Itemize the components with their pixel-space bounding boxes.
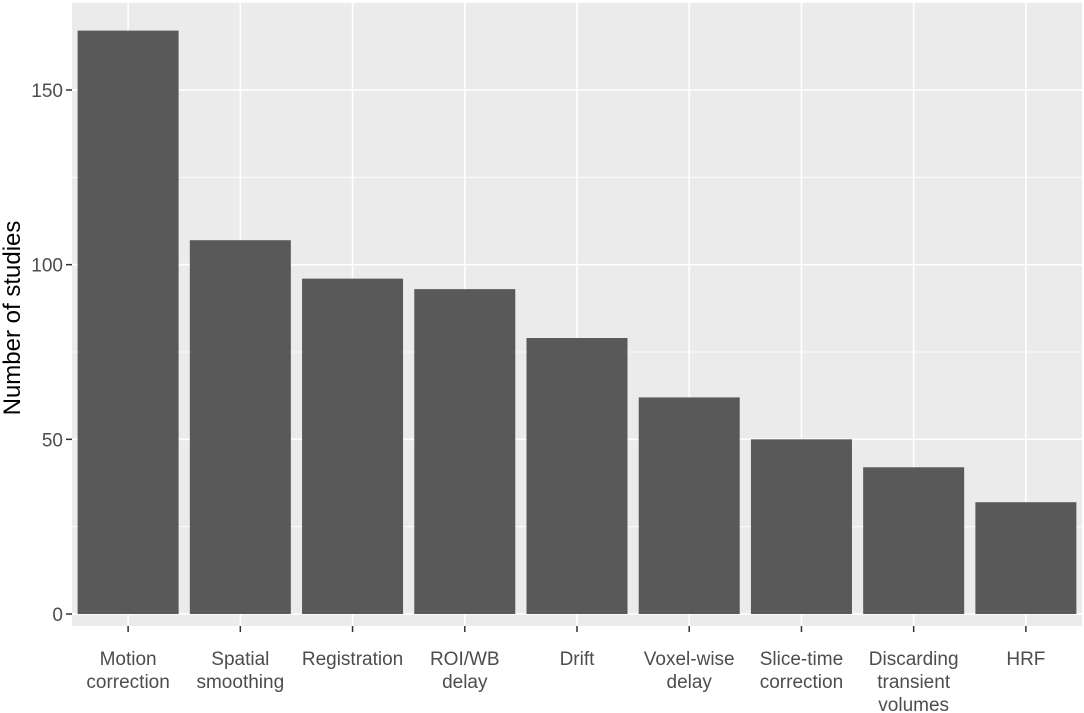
x-tick-label-line: Slice-time bbox=[760, 649, 843, 670]
x-tick-label: Spatial smoothing bbox=[196, 649, 284, 693]
x-tick-label: Motion correction bbox=[86, 649, 169, 693]
x-tick-label: ROI/WB delay bbox=[430, 649, 500, 693]
x-tick-label: HRF bbox=[1006, 649, 1045, 670]
bar bbox=[638, 397, 740, 614]
x-tick-label-line: Registration bbox=[302, 649, 403, 670]
y-tick-label: 0 bbox=[52, 605, 63, 626]
bar bbox=[975, 502, 1077, 614]
x-tick-label-line: smoothing bbox=[196, 672, 284, 693]
bar bbox=[414, 289, 516, 614]
bars bbox=[77, 30, 1077, 615]
bar bbox=[526, 338, 628, 614]
x-tick-label-line: correction bbox=[760, 672, 843, 693]
x-tick-label: Drift bbox=[560, 649, 596, 670]
x-tick-label-line: volumes bbox=[878, 695, 949, 713]
x-tick-label: Discarding transient volumes bbox=[869, 649, 959, 713]
bar bbox=[302, 278, 404, 614]
x-tick-label-line: Motion bbox=[100, 649, 157, 670]
x-tick-label: Voxel-wise delay bbox=[644, 649, 735, 693]
x-tick-label-line: HRF bbox=[1006, 649, 1045, 670]
bar bbox=[750, 439, 852, 614]
x-tick-label-line: Drift bbox=[560, 649, 596, 670]
y-axis-title: Number of studies bbox=[0, 221, 26, 416]
bar bbox=[189, 240, 291, 615]
x-tick-label-line: Spatial bbox=[211, 649, 269, 670]
bar bbox=[77, 30, 179, 614]
y-tick-label: 100 bbox=[31, 256, 63, 277]
y-tick-label: 150 bbox=[31, 81, 63, 102]
x-tick-label-line: correction bbox=[86, 672, 169, 693]
x-tick-label-line: delay bbox=[442, 672, 488, 693]
y-tick-label: 50 bbox=[42, 430, 63, 451]
x-tick-label-line: ROI/WB bbox=[430, 649, 500, 670]
bar bbox=[863, 467, 965, 614]
x-tick-label: Slice-time correction bbox=[760, 649, 843, 693]
x-tick-label-line: Discarding bbox=[869, 649, 959, 670]
x-tick-label: Registration bbox=[302, 649, 403, 670]
x-tick-label-line: delay bbox=[667, 672, 713, 693]
x-tick-label-line: Voxel-wise bbox=[644, 649, 735, 670]
x-tick-label-line: transient bbox=[877, 672, 951, 693]
